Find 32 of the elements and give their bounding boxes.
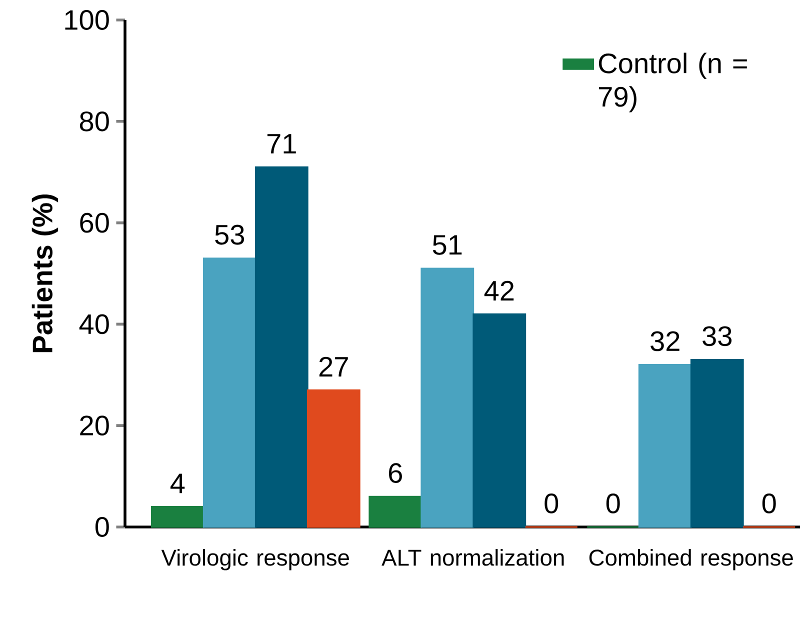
data-label: 27: [319, 356, 348, 377]
data-label: 71: [267, 134, 296, 154]
bar: [306, 389, 360, 528]
data-label: 0: [606, 494, 620, 514]
y-tick-label: 60: [80, 212, 109, 233]
x-tick-label: ALT normalization: [382, 549, 564, 566]
data-label: 33: [702, 326, 732, 346]
bar: [472, 313, 526, 528]
y-tick-label: 0: [95, 517, 109, 537]
data-label: 53: [215, 224, 244, 245]
bar: [368, 496, 422, 528]
y-tick-label: 100: [65, 10, 109, 30]
y-axis-title: Patients (%): [32, 194, 58, 352]
y-tick-label: 40: [79, 314, 109, 334]
x-tick-label: Virologic response: [161, 549, 349, 570]
bar: [638, 364, 692, 528]
y-tick-label: 20: [80, 416, 109, 436]
bar: [150, 506, 204, 528]
data-label: 0: [544, 494, 558, 514]
data-label: 6: [389, 463, 402, 483]
bar: [420, 268, 474, 528]
bar: [202, 258, 256, 528]
bar: [690, 358, 744, 528]
data-label: 42: [484, 280, 514, 300]
data-label: 4: [170, 474, 185, 494]
x-tick-label: Combined response: [589, 549, 793, 570]
y-tick-label: 80: [80, 111, 109, 132]
data-label: 51: [432, 235, 462, 255]
data-label: 0: [762, 494, 776, 514]
data-label: 32: [650, 331, 680, 352]
legend-label: Control (n = 79): [598, 52, 747, 112]
bar: [254, 166, 308, 528]
